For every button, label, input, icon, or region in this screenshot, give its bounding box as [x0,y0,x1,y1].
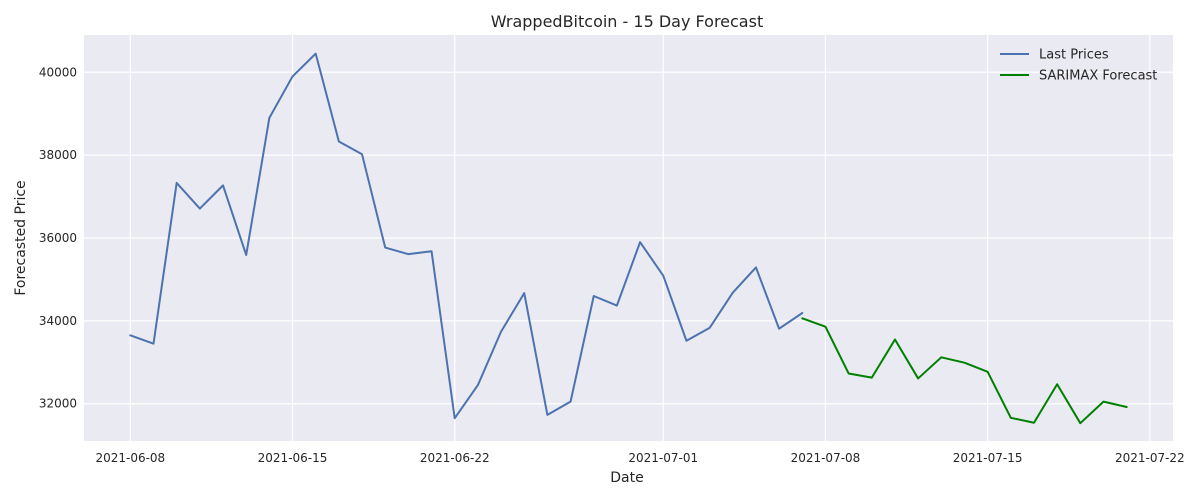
series-layer [129,52,1128,425]
grid-lines [84,35,1173,441]
legend: Last Prices SARIMAX Forecast [1000,48,1157,84]
x-tick-label: 2021-07-22 [1115,451,1185,465]
y-axis-label: Forecasted Price [13,180,29,295]
x-axis-label: Date [610,470,643,486]
tick-labels: 2021-06-08 2021-06-15 2021-06-22 2021-07-01… [39,65,1185,465]
x-tick-label: 2021-07-15 [953,451,1023,465]
x-tick-label: 2021-07-08 [791,451,861,465]
x-tick-label: 2021-06-22 [420,451,490,465]
series-line-0 [129,52,804,420]
x-tick-label: 2021-07-01 [628,451,698,465]
legend-label-0: Last Prices [1039,48,1109,63]
series-line-1 [801,317,1128,425]
y-tick-label: 34000 [39,314,77,328]
chart-title: WrappedBitcoin - 15 Day Forecast [491,12,763,31]
y-tick-label: 40000 [39,65,77,79]
legend-label-1: SARIMAX Forecast [1039,69,1157,84]
x-tick-label: 2021-06-08 [95,451,165,465]
y-tick-label: 38000 [39,148,77,162]
x-tick-label: 2021-06-15 [258,451,328,465]
y-tick-label: 36000 [39,231,77,245]
y-tick-label: 32000 [39,397,77,411]
